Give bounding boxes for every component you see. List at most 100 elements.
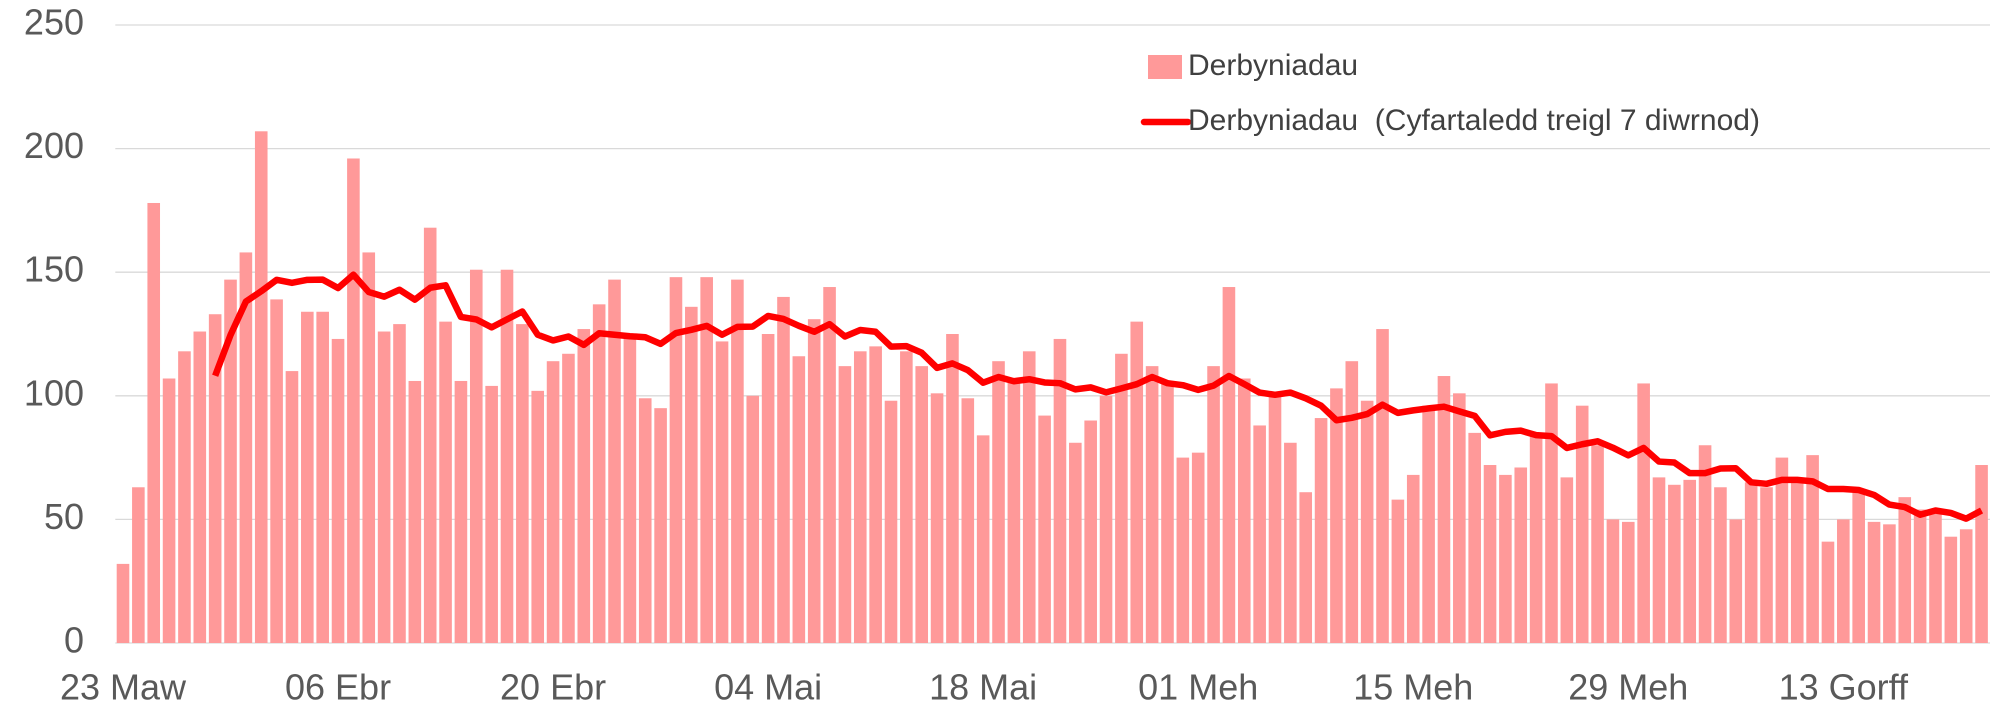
bar: [1637, 383, 1650, 643]
bar: [976, 435, 990, 643]
bar: [1422, 405, 1435, 643]
bar: [1867, 521, 1881, 643]
bar: [1176, 457, 1190, 643]
bar: [1268, 395, 1282, 643]
bar: [1314, 418, 1328, 643]
bar: [884, 400, 898, 643]
bar: [823, 287, 836, 643]
bar: [869, 346, 882, 643]
bar: [224, 279, 237, 643]
bar: [761, 334, 775, 643]
bar: [623, 334, 637, 643]
bar: [178, 351, 191, 643]
bar: [1253, 425, 1266, 643]
bar: [193, 331, 207, 643]
bar: [1529, 435, 1543, 643]
bar: [930, 393, 944, 643]
bar: [592, 304, 606, 643]
bar: [1652, 477, 1666, 643]
y-tick-label: 0: [64, 620, 84, 661]
bar: [1069, 442, 1082, 643]
bar: [1913, 509, 1927, 643]
bar: [715, 341, 729, 643]
bar: [1545, 383, 1558, 643]
bar: [1299, 492, 1313, 643]
bar: [377, 331, 391, 643]
bar: [992, 361, 1005, 643]
bar: [1222, 287, 1236, 643]
bar: [1959, 529, 1973, 643]
bar: [1729, 519, 1743, 643]
bar: [1022, 351, 1036, 643]
bar: [1145, 366, 1159, 643]
bar: [946, 334, 959, 643]
bar: [1345, 361, 1359, 643]
bar: [408, 380, 422, 643]
bar: [1775, 457, 1789, 643]
bar: [454, 380, 468, 643]
x-tick-label: 13 Gorff: [1779, 667, 1909, 708]
bar: [347, 158, 360, 643]
bar: [1038, 415, 1051, 643]
bar: [423, 227, 437, 644]
bar: [116, 563, 130, 643]
bar: [1852, 489, 1865, 643]
bar: [1790, 479, 1804, 643]
bar: [469, 269, 483, 643]
bar: [316, 311, 329, 643]
bar: [1115, 353, 1128, 643]
bar: [1668, 484, 1681, 643]
bar: [1606, 519, 1620, 643]
bar: [516, 324, 529, 643]
bar-series: [116, 131, 1988, 644]
bar: [301, 311, 314, 643]
bar: [1760, 487, 1773, 643]
bar: [1330, 388, 1343, 643]
bar: [669, 277, 683, 643]
bar: [1744, 482, 1758, 643]
bar: [1560, 477, 1574, 643]
bar: [1099, 395, 1113, 643]
bar: [608, 279, 621, 643]
x-tick-label: 01 Meh: [1138, 667, 1258, 708]
bar: [546, 361, 560, 643]
bar: [285, 371, 299, 643]
y-tick-label: 150: [24, 249, 84, 290]
bar: [162, 378, 176, 643]
bar: [1821, 541, 1835, 643]
bar: [562, 353, 575, 643]
bar: [838, 366, 852, 643]
bar: [1883, 524, 1896, 643]
y-tick-label: 50: [44, 496, 84, 537]
bar: [500, 269, 514, 643]
x-tick-label: 04 Mai: [714, 667, 822, 708]
bar: [1975, 465, 1988, 643]
bar: [208, 314, 222, 643]
bar: [147, 202, 161, 643]
bar: [1053, 338, 1067, 643]
bar: [1591, 445, 1604, 643]
x-tick-label: 20 Ebr: [500, 667, 606, 708]
bar: [1084, 420, 1097, 643]
bar: [1806, 455, 1819, 643]
x-tick-label: 29 Meh: [1568, 667, 1688, 708]
bar: [362, 252, 376, 643]
bar: [393, 324, 406, 643]
bar: [915, 366, 929, 643]
x-tick-label: 15 Meh: [1353, 667, 1473, 708]
bar: [531, 390, 545, 643]
bar: [1944, 536, 1958, 643]
bar: [1683, 479, 1697, 643]
bar: [1391, 499, 1405, 643]
line: [212, 271, 1984, 522]
bar: [1406, 474, 1420, 643]
bar: [853, 351, 867, 643]
bar: [1499, 474, 1512, 643]
bar: [961, 398, 975, 643]
bar: [900, 351, 913, 643]
x-tick-label: 06 Ebr: [285, 667, 391, 708]
bar: [485, 385, 498, 643]
bar: [792, 356, 806, 643]
